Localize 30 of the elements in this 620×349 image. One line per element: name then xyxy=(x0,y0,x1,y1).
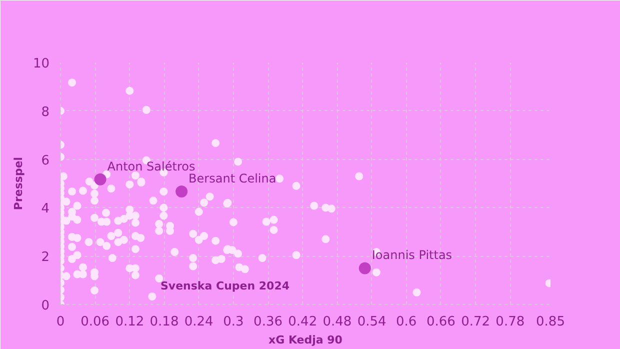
x-tick-label: 0.3 xyxy=(223,314,244,330)
point xyxy=(176,186,188,198)
x-tick-label: 0.72 xyxy=(461,314,490,330)
x-tick-label: 0.24 xyxy=(184,314,214,330)
x-tick-label: 0.36 xyxy=(254,314,283,330)
x-tick-label: 0.78 xyxy=(496,314,525,330)
y-tick-label: 10 xyxy=(32,56,50,72)
annotation: Bersant Celina xyxy=(188,171,276,186)
y-tick-label: 6 xyxy=(41,153,50,168)
x-tick-label: 0.12 xyxy=(115,314,144,330)
x-tick-label: 0.6 xyxy=(396,314,417,330)
x-tick-label: 0.66 xyxy=(426,314,456,330)
y-tick-label: 8 xyxy=(41,104,50,120)
y-tick-label: 0 xyxy=(41,298,50,314)
y-tick-label: 4 xyxy=(41,202,50,217)
point xyxy=(94,173,106,186)
annotation: Ioannis Pittas xyxy=(372,248,452,262)
y-axis-title: Presspel xyxy=(12,156,25,210)
point xyxy=(358,262,371,274)
x-tick-label: 0 xyxy=(56,314,65,330)
annotation: Anton Salétros xyxy=(107,159,196,174)
y-tick-label: 2 xyxy=(41,250,50,266)
x-axis-title: xG Kedja 90 xyxy=(268,334,343,346)
x-tick-label: 0.85 xyxy=(536,314,565,330)
x-tick-label: 0.54 xyxy=(357,314,386,330)
x-tick-label: 0.06 xyxy=(80,314,110,330)
x-tick-label: 0.42 xyxy=(288,314,318,330)
x-tick-label: 0.48 xyxy=(322,314,352,330)
x-tick-label: 0.18 xyxy=(150,314,179,330)
annotation: Svenska Cupen 2024 xyxy=(160,280,290,292)
